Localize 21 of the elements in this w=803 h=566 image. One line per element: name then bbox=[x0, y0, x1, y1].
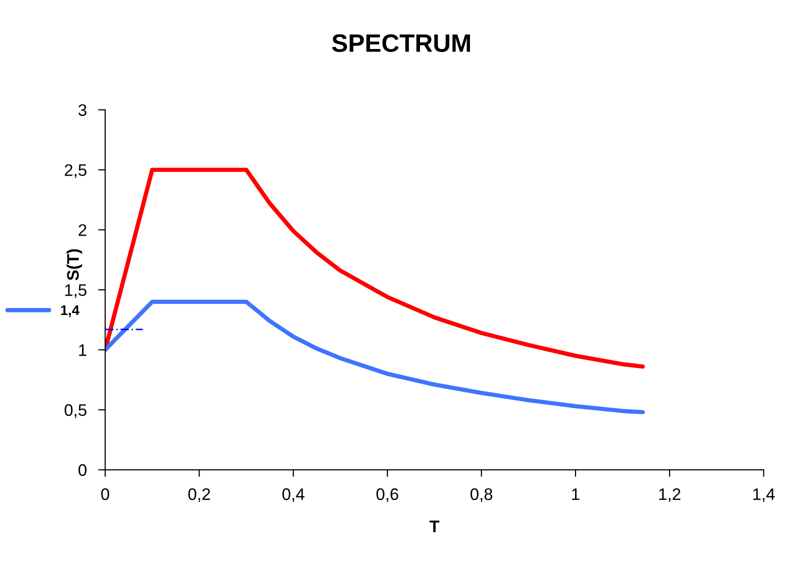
y-tick-label: 0,5 bbox=[64, 404, 86, 418]
x-tick-label: 0,8 bbox=[470, 488, 492, 502]
y-tick-label: 1,5 bbox=[65, 284, 86, 298]
y-axis-title: S(T) bbox=[66, 249, 82, 280]
x-tick-label: 0 bbox=[101, 488, 110, 500]
x-tick-label: 0,4 bbox=[282, 488, 304, 502]
y-tick-label: 2,5 bbox=[64, 164, 86, 178]
x-axis-title: T bbox=[430, 520, 440, 532]
y-tick-label: 2 bbox=[78, 224, 86, 236]
x-tick-label: 1,2 bbox=[659, 488, 680, 502]
x-tick-label: 0,2 bbox=[188, 488, 210, 502]
y-tick-label: 3 bbox=[78, 104, 86, 116]
x-tick-label: 1 bbox=[572, 488, 580, 500]
x-tick-label: 0,6 bbox=[376, 488, 398, 502]
y-tick-label: 1 bbox=[79, 344, 86, 356]
chart-title: SPECTRUM bbox=[332, 34, 470, 52]
y-tick-label: 0 bbox=[78, 464, 86, 476]
legend-label: 1,4 bbox=[61, 305, 80, 318]
line-series bbox=[105, 168, 645, 369]
line-series bbox=[105, 300, 645, 414]
x-tick-label: 1,4 bbox=[753, 488, 775, 502]
